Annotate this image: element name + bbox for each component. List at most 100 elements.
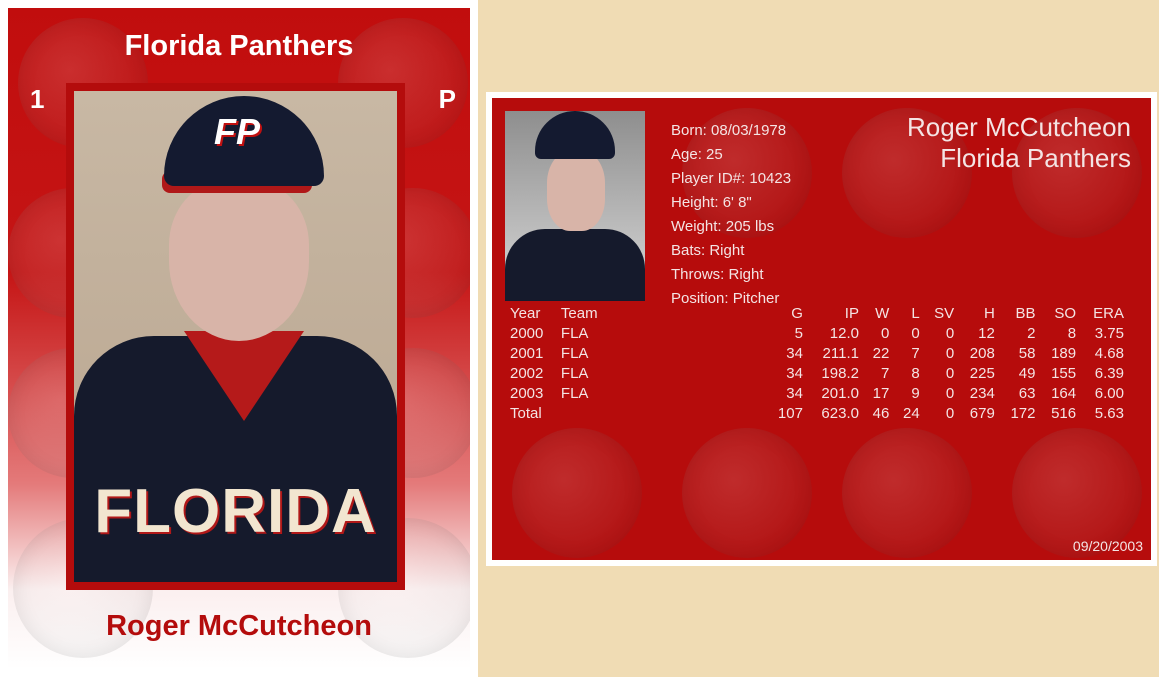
- stats-cell: 3.75: [1094, 325, 1124, 342]
- player-photo: FP FLORIDA: [74, 91, 397, 582]
- stats-header-h: H: [983, 305, 995, 322]
- stats-cell: 0: [945, 345, 955, 362]
- bio-age: Age: 25: [671, 146, 723, 163]
- stats-cell: 0: [911, 325, 920, 342]
- stats-cell: 2001: [510, 345, 544, 362]
- stats-cell: 2002: [510, 365, 544, 382]
- team-name: Florida Panthers: [124, 30, 354, 62]
- bio-born: Born: 08/03/1978: [671, 122, 787, 139]
- stats-cell: FLA: [560, 325, 589, 342]
- stats-cell: 7: [911, 345, 920, 362]
- baseball-decoration: [512, 428, 642, 558]
- stats-header-sv: SV: [934, 305, 955, 322]
- stats-cell: 7: [881, 365, 890, 382]
- player-position: P: [438, 84, 456, 114]
- stats-row: Total 107 623.0 46 24 0 679 172 516 5.63: [506, 404, 1128, 424]
- stats-cell: 155: [1051, 365, 1077, 382]
- stats-cell: 6.39: [1094, 365, 1124, 382]
- stats-cell: 0: [945, 385, 955, 402]
- stats-row: 2000 FLA 5 12.0 0 0 0 12 2 8 3.75: [506, 324, 1128, 344]
- player-face: [169, 181, 309, 341]
- stats-cell: 107: [777, 405, 803, 422]
- stats-cell: 46: [872, 405, 890, 422]
- jersey-text: FLORIDA: [94, 477, 377, 546]
- stats-cell: 164: [1051, 385, 1077, 402]
- baseball-decoration: [1012, 108, 1142, 238]
- bio-height: Height: 6' 8": [671, 194, 752, 211]
- card-front-face: Florida Panthers 1 P FP FLORIDA Roger Mc…: [8, 8, 470, 669]
- stats-header-w: W: [875, 305, 890, 322]
- stats-cell: 63: [1018, 385, 1036, 402]
- back-player-name: Roger McCutcheon: [907, 112, 1131, 142]
- stats-cell: 34: [786, 365, 803, 382]
- stats-cell: 4.68: [1094, 345, 1124, 362]
- stats-cell: 679: [969, 405, 995, 422]
- baseball-decoration: [842, 108, 972, 238]
- bio-weight: Weight: 205 lbs: [671, 218, 775, 235]
- stats-header-g: G: [791, 305, 803, 322]
- stats-cell: 211.1: [822, 345, 859, 362]
- stats-row: 2002 FLA 34 198.2 7 8 0 225 49 155 6.39: [506, 364, 1128, 384]
- stats-cell: 2000: [510, 325, 544, 342]
- stats-cell: FLA: [560, 365, 589, 382]
- stats-cell: 49: [1018, 365, 1036, 382]
- stats-cell: 34: [786, 345, 803, 362]
- stats-cell: 22: [872, 345, 890, 362]
- stats-cell: 225: [969, 365, 995, 382]
- stats-cell: 516: [1051, 405, 1077, 422]
- bio-position: Position: Pitcher: [671, 290, 780, 307]
- stats-cell: 2003: [510, 385, 544, 402]
- back-team-name: Florida Panthers: [940, 143, 1131, 173]
- bio-throws: Throws: Right: [671, 266, 764, 283]
- stats-cell: FLA: [560, 345, 589, 362]
- photo-frame: FP FLORIDA: [66, 83, 405, 590]
- stats-header-year: Year: [510, 305, 541, 322]
- stats-header-ip: IP: [844, 305, 859, 322]
- stats-header-l: L: [911, 305, 920, 322]
- card-front[interactable]: Florida Panthers 1 P FP FLORIDA Roger Mc…: [0, 0, 478, 677]
- stats-row: 2003 FLA 34 201.0 17 9 0 234 63 164 6.00: [506, 384, 1128, 404]
- baseball-decoration: [1012, 428, 1142, 558]
- stats-cell: 6.00: [1094, 385, 1124, 402]
- player-number: 1: [30, 84, 45, 114]
- stats-cell: 201.0: [821, 385, 859, 402]
- stats-cell: 234: [969, 385, 995, 402]
- stats-cell: 0: [945, 405, 955, 422]
- stats-cell: 17: [872, 385, 890, 402]
- stats-cell: 0: [945, 365, 955, 382]
- stats-cell: 12: [978, 325, 995, 342]
- stats-cell: 8: [911, 365, 920, 382]
- player-thumbnail: [505, 111, 645, 301]
- stats-header-so: SO: [1054, 305, 1077, 322]
- card-date: 09/20/2003: [1072, 538, 1143, 554]
- stats-cell: 0: [945, 325, 955, 342]
- stats-header-team: Team: [560, 305, 598, 322]
- stats-cell: FLA: [560, 385, 589, 402]
- stats-cell: 8: [1067, 325, 1077, 342]
- back-header: Roger McCutcheon Florida Panthers: [907, 112, 1131, 174]
- baseball-decoration: [682, 428, 812, 558]
- stats-cell: 58: [1018, 345, 1036, 362]
- stats-cell: 2: [1027, 325, 1036, 342]
- stats-cell: 34: [786, 385, 803, 402]
- baseball-decoration: [682, 108, 812, 238]
- stats-cell: 172: [1010, 405, 1036, 422]
- stats-cell: 12.0: [829, 325, 859, 342]
- stats-cell: Total: [510, 405, 542, 422]
- stats-cell: 0: [881, 325, 890, 342]
- bio-bats: Bats: Right: [671, 242, 745, 259]
- stats-cell: 9: [911, 385, 920, 402]
- stats-cell: 5: [794, 325, 803, 342]
- cap-logo: FP: [214, 111, 261, 152]
- card-back-face: Born: 08/03/1978 Age: 25 Player ID#: 104…: [492, 98, 1151, 560]
- card-back[interactable]: Born: 08/03/1978 Age: 25 Player ID#: 104…: [486, 92, 1157, 566]
- stats-cell: 189: [1051, 345, 1077, 362]
- stats-cell: 208: [969, 345, 995, 362]
- stats-cell: 623.0: [821, 405, 859, 422]
- stats-cell: 198.2: [821, 365, 859, 382]
- stats-cell: 24: [903, 405, 920, 422]
- bio-player-id: Player ID#: 10423: [671, 170, 792, 187]
- baseball-decoration: [842, 428, 972, 558]
- stats-header-bb: BB: [1015, 305, 1036, 322]
- player-bio: Born: 08/03/1978 Age: 25 Player ID#: 104…: [671, 119, 791, 311]
